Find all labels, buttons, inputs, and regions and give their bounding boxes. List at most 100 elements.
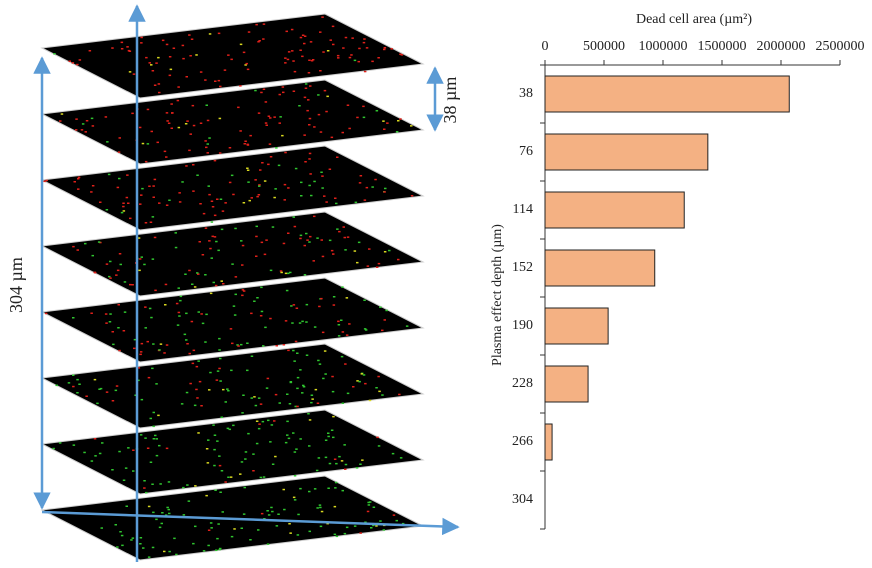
cell-dot (153, 236, 157, 239)
cell-dot (253, 396, 256, 398)
cell-dot (155, 383, 158, 385)
cell-dot (243, 486, 246, 489)
cell-dot (189, 133, 192, 135)
cell-dot (94, 455, 97, 457)
cell-dot (370, 527, 373, 529)
cell-dot (328, 239, 332, 242)
cell-dot (287, 51, 291, 53)
x-tick-label: 500000 (583, 39, 625, 54)
cell-dot (195, 388, 198, 391)
cell-dot (283, 508, 286, 511)
cell-dot (213, 159, 217, 162)
cell-dot (209, 522, 213, 524)
cell-dot (145, 491, 148, 494)
cell-dot (305, 354, 309, 356)
cell-dot (93, 378, 97, 381)
cell-dot (76, 378, 79, 381)
cell-dot (107, 173, 111, 176)
cell-dot (258, 184, 261, 186)
cell-dot (195, 54, 198, 56)
cell-dot (292, 304, 296, 306)
cell-dot (335, 202, 338, 205)
cell-dot (168, 512, 171, 515)
cell-dot (219, 491, 222, 493)
cell-dot (296, 387, 299, 390)
cell-dot (333, 505, 337, 508)
cell-dot (209, 371, 212, 374)
cell-dot (304, 161, 307, 163)
cell-dot (137, 367, 141, 369)
cell-dot (208, 193, 211, 196)
cell-dot (383, 47, 387, 49)
cell-dot (119, 531, 122, 533)
cell-dot (367, 504, 371, 506)
cell-dot (383, 191, 386, 193)
cell-dot (208, 137, 211, 139)
cell-dot (345, 297, 349, 299)
cell-dot (204, 274, 207, 276)
cell-dot (239, 130, 242, 132)
cell-dot (308, 124, 311, 126)
cell-dot (155, 62, 158, 64)
cell-dot (131, 112, 134, 115)
y-tick-label: 152 (512, 260, 533, 275)
cell-dot (123, 311, 127, 313)
cell-dot (137, 237, 141, 239)
cell-dot (199, 71, 203, 73)
cell-dot (198, 241, 201, 243)
cell-dot (309, 41, 313, 43)
cell-dot (292, 216, 295, 218)
cell-dot (167, 508, 170, 511)
cell-dot (197, 311, 200, 313)
cell-dot (395, 131, 399, 133)
cell-dot (313, 215, 316, 218)
cell-dot (317, 359, 320, 362)
cell-dot (227, 476, 230, 478)
cell-dot (109, 277, 112, 279)
cell-dot (246, 169, 250, 171)
cell-dot (219, 85, 222, 88)
cell-dot (368, 248, 371, 250)
cell-dot (132, 73, 136, 75)
cell-dot (337, 335, 341, 337)
cell-dot (241, 294, 244, 297)
bar (544, 249, 656, 287)
cell-dot (294, 405, 297, 408)
cell-dot (338, 230, 341, 233)
cell-dot (117, 304, 120, 306)
cell-dot (234, 276, 238, 278)
cell-dot (377, 445, 381, 447)
cell-dot (267, 514, 271, 516)
cell-dot (53, 53, 56, 55)
cell-dot (259, 315, 263, 317)
cell-dot (143, 480, 146, 482)
cell-dot (161, 39, 165, 42)
cell-dot (220, 470, 224, 472)
cell-dot (340, 355, 344, 358)
cell-dot (267, 419, 270, 422)
cell-dot (277, 164, 281, 167)
cell-dot (306, 239, 309, 241)
cell-dot (262, 88, 266, 90)
cell-dot (270, 424, 274, 426)
cell-dot (302, 384, 305, 387)
cell-dot (217, 32, 221, 35)
cell-dot (81, 123, 85, 125)
cell-dot (299, 438, 302, 440)
cell-dot (242, 202, 246, 204)
cell-dot (77, 178, 80, 180)
cell-dot (186, 484, 189, 486)
cell-dot (263, 518, 266, 520)
cell-dot (214, 489, 217, 491)
cell-dot (250, 197, 253, 199)
cell-dot (59, 120, 62, 122)
cell-dot (362, 374, 366, 376)
cell-dot (305, 232, 308, 235)
cell-dot (148, 62, 151, 64)
cell-dot (358, 182, 362, 184)
cell-dot (329, 39, 332, 41)
cell-dot (257, 397, 261, 399)
cell-dot (165, 156, 168, 158)
cell-dot (117, 151, 121, 153)
cell-dot (222, 388, 225, 391)
